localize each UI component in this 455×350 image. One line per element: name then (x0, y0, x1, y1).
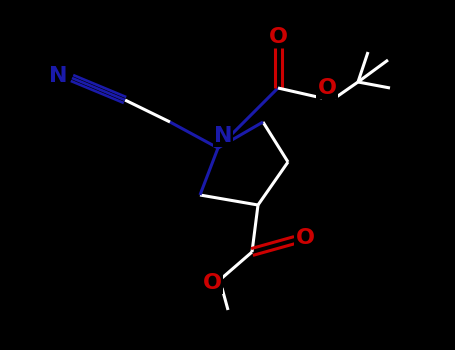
Text: O: O (295, 228, 314, 248)
Text: O: O (318, 78, 337, 98)
Text: O: O (202, 273, 222, 293)
Text: O: O (268, 27, 288, 47)
Text: N: N (214, 126, 232, 146)
Text: N: N (49, 66, 67, 86)
